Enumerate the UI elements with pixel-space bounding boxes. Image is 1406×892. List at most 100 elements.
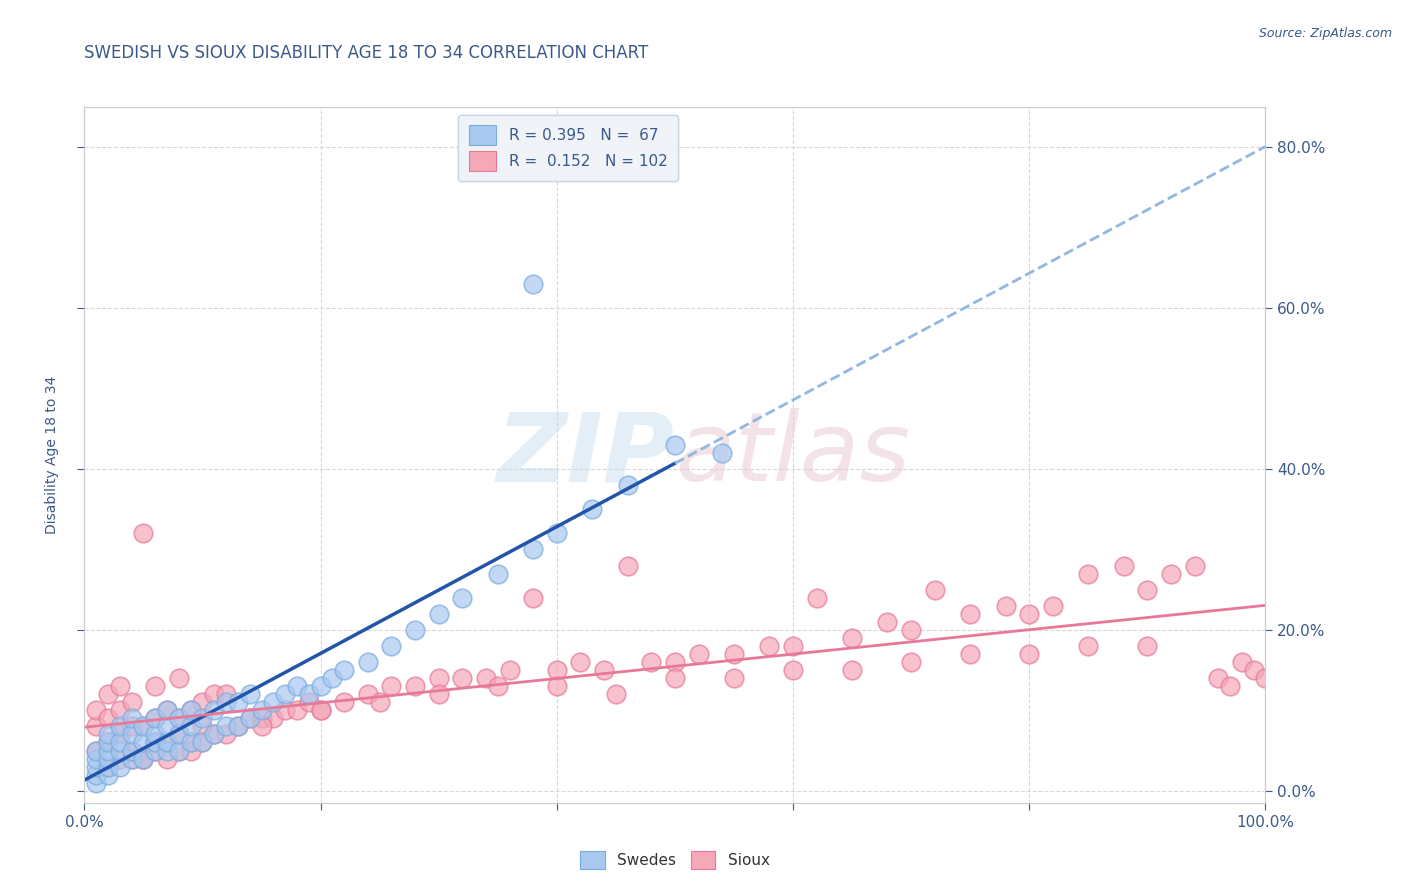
Point	[202, 703, 225, 717]
Point	[143, 727, 166, 741]
Point	[1136, 639, 1159, 653]
Point	[156, 719, 179, 733]
Point	[191, 735, 214, 749]
Point	[900, 655, 922, 669]
Point	[180, 719, 202, 733]
Point	[368, 695, 391, 709]
Point	[1160, 566, 1182, 581]
Point	[132, 751, 155, 765]
Point	[723, 647, 745, 661]
Point	[900, 623, 922, 637]
Point	[285, 679, 308, 693]
Point	[167, 743, 190, 757]
Point	[711, 446, 734, 460]
Point	[191, 695, 214, 709]
Point	[191, 719, 214, 733]
Point	[121, 751, 143, 765]
Point	[546, 526, 568, 541]
Point	[1243, 663, 1265, 677]
Point	[262, 711, 284, 725]
Point	[274, 687, 297, 701]
Point	[250, 703, 273, 717]
Point	[1042, 599, 1064, 613]
Point	[959, 607, 981, 621]
Point	[640, 655, 662, 669]
Point	[758, 639, 780, 653]
Point	[108, 759, 131, 773]
Point	[121, 743, 143, 757]
Point	[1254, 671, 1277, 685]
Point	[108, 751, 131, 765]
Point	[108, 743, 131, 757]
Point	[522, 277, 544, 291]
Point	[309, 703, 332, 717]
Point	[226, 719, 249, 733]
Point	[226, 719, 249, 733]
Point	[121, 719, 143, 733]
Point	[546, 663, 568, 677]
Point	[782, 663, 804, 677]
Point	[404, 679, 426, 693]
Point	[333, 663, 356, 677]
Point	[250, 719, 273, 733]
Point	[1219, 679, 1241, 693]
Text: Source: ZipAtlas.com: Source: ZipAtlas.com	[1258, 27, 1392, 40]
Point	[404, 623, 426, 637]
Point	[84, 775, 107, 789]
Point	[132, 719, 155, 733]
Point	[427, 687, 450, 701]
Point	[97, 735, 120, 749]
Point	[84, 751, 107, 765]
Point	[167, 711, 190, 725]
Point	[239, 687, 262, 701]
Point	[97, 751, 120, 765]
Point	[156, 735, 179, 749]
Point	[427, 607, 450, 621]
Point	[262, 695, 284, 709]
Point	[167, 671, 190, 685]
Point	[427, 671, 450, 685]
Point	[143, 711, 166, 725]
Point	[1018, 607, 1040, 621]
Point	[664, 671, 686, 685]
Point	[84, 719, 107, 733]
Point	[298, 695, 321, 709]
Point	[202, 727, 225, 741]
Point	[97, 767, 120, 781]
Point	[486, 566, 509, 581]
Point	[1230, 655, 1253, 669]
Point	[202, 687, 225, 701]
Point	[380, 679, 402, 693]
Point	[108, 679, 131, 693]
Point	[1077, 566, 1099, 581]
Text: atlas: atlas	[675, 409, 910, 501]
Point	[121, 751, 143, 765]
Point	[97, 727, 120, 741]
Y-axis label: Disability Age 18 to 34: Disability Age 18 to 34	[45, 376, 59, 534]
Point	[202, 727, 225, 741]
Point	[180, 703, 202, 717]
Point	[616, 558, 638, 573]
Point	[250, 711, 273, 725]
Point	[664, 655, 686, 669]
Point	[143, 679, 166, 693]
Point	[97, 687, 120, 701]
Text: ZIP: ZIP	[496, 409, 675, 501]
Point	[664, 438, 686, 452]
Point	[782, 639, 804, 653]
Point	[84, 759, 107, 773]
Point	[215, 719, 238, 733]
Point	[309, 679, 332, 693]
Point	[215, 695, 238, 709]
Point	[239, 711, 262, 725]
Point	[498, 663, 520, 677]
Point	[84, 743, 107, 757]
Point	[132, 735, 155, 749]
Point	[121, 743, 143, 757]
Point	[357, 687, 380, 701]
Point	[841, 631, 863, 645]
Point	[108, 727, 131, 741]
Point	[156, 743, 179, 757]
Point	[1018, 647, 1040, 661]
Point	[97, 711, 120, 725]
